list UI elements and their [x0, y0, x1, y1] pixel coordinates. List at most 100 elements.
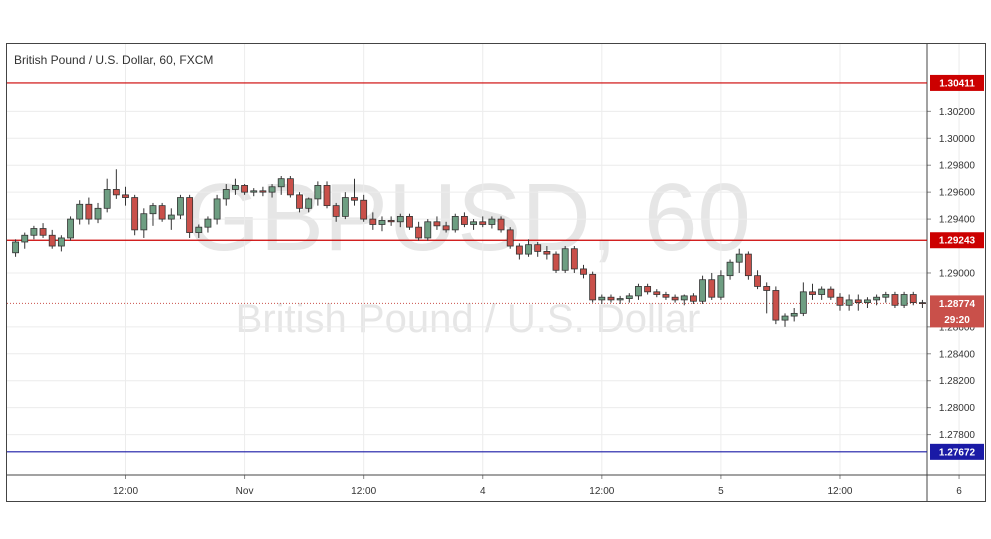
- candle-up: [525, 244, 532, 255]
- candle-up: [699, 279, 707, 302]
- resistance-level-badge: [930, 232, 984, 249]
- candle-down: [85, 203, 93, 220]
- resistance-level-label: 1.29243: [939, 236, 976, 247]
- candle-up: [57, 237, 65, 247]
- candle-down: [506, 229, 514, 247]
- candle-up: [818, 288, 826, 295]
- candle-down: [552, 253, 560, 271]
- candle-up: [799, 291, 807, 314]
- x-tick-label: 12:00: [113, 486, 138, 497]
- y-tick-label: 1.30000: [939, 134, 976, 145]
- candle-up: [12, 241, 20, 254]
- candle-down: [515, 245, 523, 255]
- candle-down: [644, 286, 652, 293]
- watermark-symbol: GBPUSD, 60: [185, 164, 751, 271]
- x-tick-label: 12:00: [589, 486, 614, 497]
- y-tick-label: 1.29600: [939, 188, 976, 199]
- candle-down: [158, 205, 166, 220]
- candle-down: [754, 275, 761, 287]
- candle-down: [415, 226, 423, 239]
- candle-up: [21, 234, 29, 243]
- candle-down: [442, 225, 450, 231]
- candle-up: [470, 221, 478, 225]
- candle-down: [653, 291, 661, 295]
- candle-up: [204, 218, 212, 228]
- candle-down: [406, 215, 413, 228]
- x-tick-label: Nov: [236, 486, 254, 497]
- candle-up: [726, 261, 734, 277]
- candle-up: [103, 189, 111, 209]
- candle-down: [460, 215, 468, 225]
- candle-up: [635, 286, 642, 297]
- x-tick-label: 5: [718, 486, 724, 497]
- y-tick-label: 1.28200: [939, 376, 976, 387]
- candle-up: [735, 253, 743, 263]
- x-tick-label: 12:00: [351, 486, 376, 497]
- x-tick-label: 12:00: [827, 486, 852, 497]
- y-tick-label: 1.29400: [939, 215, 976, 226]
- candle-up: [625, 295, 633, 299]
- x-tick-label: 4: [480, 486, 486, 497]
- candle-down: [186, 197, 194, 233]
- candle-down: [744, 253, 752, 277]
- candle-down: [708, 279, 716, 298]
- candle-up: [314, 185, 322, 200]
- resistance-level-badge: [930, 74, 984, 91]
- candle-up: [94, 207, 102, 220]
- candle-down: [580, 268, 587, 275]
- candle-down: [332, 205, 340, 217]
- candle-down: [570, 248, 578, 270]
- candle-up: [790, 312, 798, 317]
- candle-up: [561, 248, 569, 271]
- candle-down: [809, 291, 816, 295]
- candle-down: [296, 194, 303, 209]
- candle-down: [286, 178, 294, 196]
- y-tick-label: 1.28000: [939, 403, 976, 414]
- candle-down: [122, 194, 129, 198]
- y-tick-label: 1.29000: [939, 268, 976, 279]
- y-tick-label: 1.28600: [939, 322, 976, 333]
- resistance-level-label: 1.30411: [939, 78, 975, 89]
- candle-down: [662, 294, 670, 298]
- candle-down: [891, 294, 899, 306]
- candle-down: [836, 296, 844, 306]
- candle-down: [360, 199, 368, 220]
- bar-countdown-label: 29:20: [944, 315, 970, 326]
- support-level-label: 1.27672: [939, 447, 976, 458]
- candle-up: [882, 294, 890, 298]
- candle-down: [39, 228, 47, 236]
- candle-up: [177, 197, 184, 216]
- candle-up: [451, 215, 459, 231]
- watermark-name: British Pound / U.S. Dollar: [236, 297, 701, 341]
- candle-down: [772, 290, 780, 321]
- x-tick-label: 6: [956, 486, 962, 497]
- candle-down: [131, 197, 139, 231]
- candle-up: [231, 185, 239, 190]
- candle-up: [195, 226, 203, 233]
- candle-down: [909, 294, 917, 303]
- candle-down: [671, 296, 679, 301]
- candle-down: [433, 221, 441, 227]
- candle-up: [598, 296, 606, 301]
- candle-down: [241, 185, 249, 193]
- candle-down: [918, 302, 926, 305]
- candle-down: [589, 273, 597, 301]
- candle-up: [680, 295, 688, 301]
- candle-up: [222, 189, 230, 200]
- candle-down: [387, 220, 395, 223]
- candle-up: [268, 186, 276, 193]
- candle-down: [534, 244, 542, 252]
- candle-down: [369, 218, 377, 225]
- candle-up: [250, 190, 258, 193]
- candle-down: [112, 189, 120, 196]
- candle-up: [488, 218, 496, 225]
- y-tick-label: 1.28400: [939, 349, 976, 360]
- candle-up: [213, 198, 221, 220]
- candle-down: [497, 218, 505, 231]
- candle-down: [259, 190, 267, 193]
- candle-up: [864, 299, 871, 303]
- candle-up: [140, 213, 148, 231]
- candle-down: [827, 288, 835, 298]
- candle-down: [323, 185, 331, 207]
